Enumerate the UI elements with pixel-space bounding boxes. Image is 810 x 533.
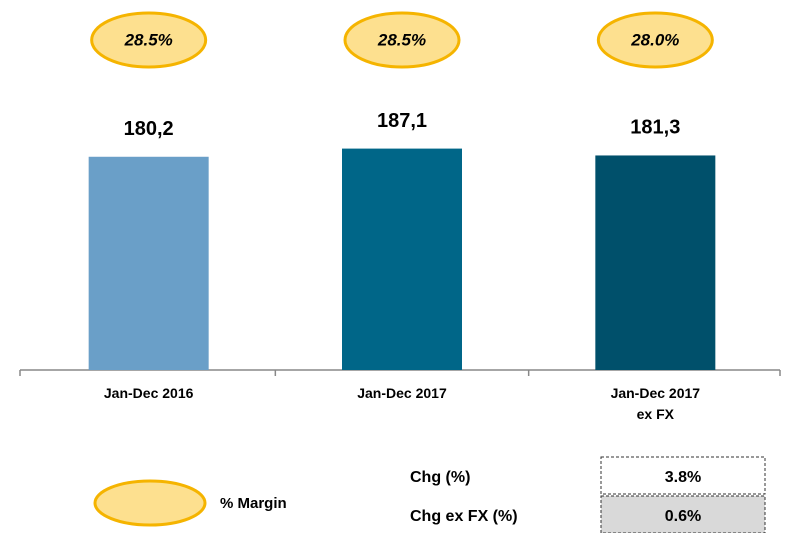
bar xyxy=(88,156,209,370)
table-value: 3.8% xyxy=(665,469,701,486)
margin-label: 28.5% xyxy=(377,30,426,49)
value-label: 180,2 xyxy=(124,118,174,140)
margin-badge xyxy=(90,11,208,69)
margin-badge xyxy=(596,11,714,69)
x-tick-label: Jan-Dec 2016 xyxy=(103,385,194,401)
x-tick-label: Jan-Dec 2017 xyxy=(357,385,447,401)
margin-label: 28.5% xyxy=(124,30,173,49)
value-label: 187,1 xyxy=(377,110,427,132)
margin-label: 28.0% xyxy=(630,30,679,49)
bar xyxy=(595,155,716,370)
table-row-label: Chg ex FX (%) xyxy=(410,508,518,525)
legend-label: % Margin xyxy=(220,495,287,512)
value-label: 181,3 xyxy=(630,117,680,139)
table-cell xyxy=(600,456,766,495)
legend-swatch xyxy=(93,479,207,527)
table-row-label: Chg (%) xyxy=(410,469,470,486)
table-value: 0.6% xyxy=(665,508,701,525)
margin-badge xyxy=(343,11,461,69)
bar xyxy=(342,148,462,370)
table-cell xyxy=(600,495,766,533)
x-tick-label: Jan-Dec 2017 ex FX xyxy=(610,385,701,422)
